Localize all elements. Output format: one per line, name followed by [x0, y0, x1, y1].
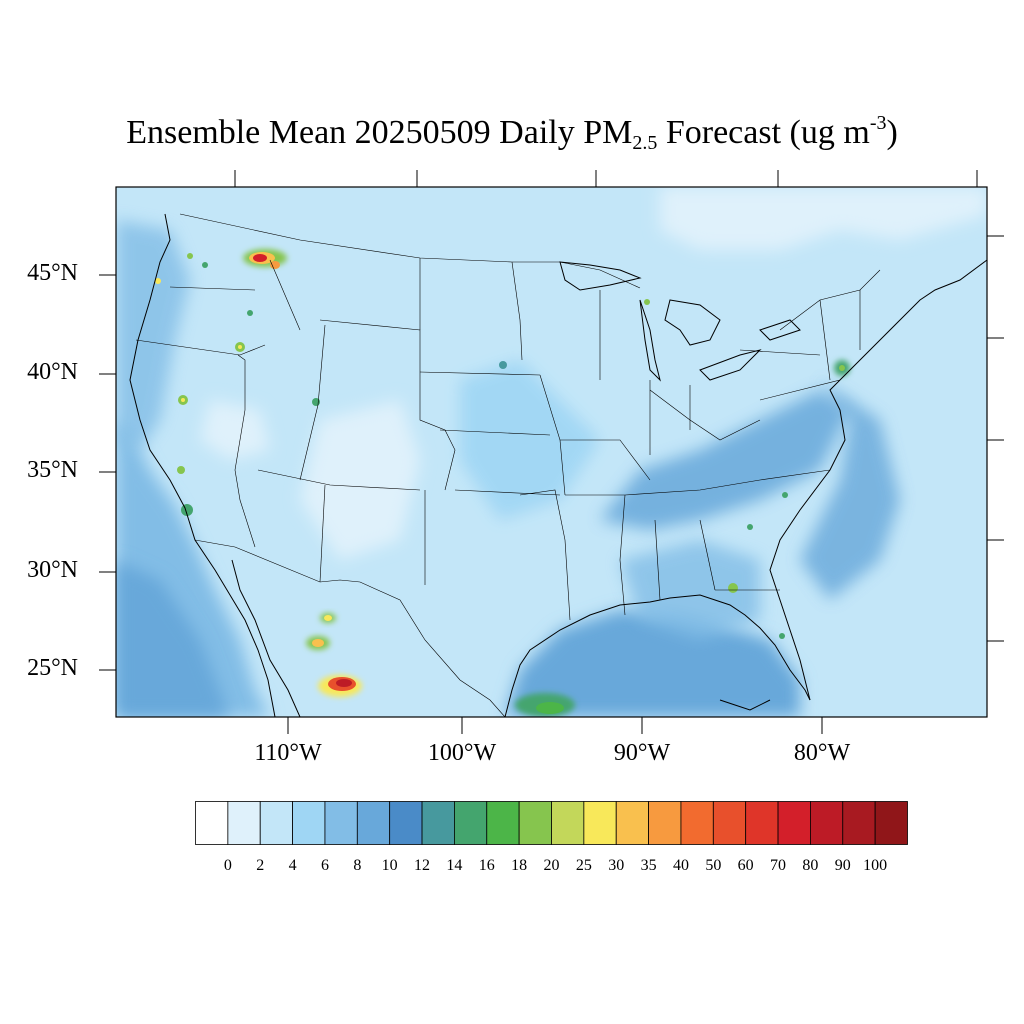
- colorbar-swatch: [389, 801, 423, 845]
- colorbar-swatch: [486, 801, 520, 845]
- lon-label-110w: 110°W: [254, 740, 322, 766]
- west-coast-band: [116, 220, 190, 450]
- hotspot-gulf-coast-green: [515, 693, 575, 717]
- colorbar-swatch: [551, 801, 585, 845]
- colorbar-swatch: [292, 801, 326, 845]
- atlantic-band: [800, 380, 900, 600]
- great-basin-low: [200, 400, 270, 460]
- colorbar-swatch: [356, 801, 391, 845]
- hotspot-new-york: [834, 360, 850, 376]
- colorbar-swatch: [227, 801, 261, 845]
- interior-west-low: [300, 400, 420, 560]
- great-lakes: [559, 261, 801, 382]
- colorbar-swatch: [518, 801, 552, 845]
- lon-label-90w: 90°W: [613, 740, 671, 766]
- hotspot-montana: [243, 249, 287, 269]
- colorbar-swatch: [421, 801, 455, 845]
- hotspot-mexico-3: [320, 613, 336, 623]
- colorbar-label: 12: [414, 857, 431, 874]
- axis-ticks: [99, 170, 1004, 734]
- colorbar-label: 2: [256, 857, 265, 874]
- canada-low-region: [660, 187, 987, 250]
- lon-label-100w: 100°W: [427, 740, 497, 766]
- lon-label-80w: 80°W: [793, 740, 851, 766]
- colorbar: [195, 801, 908, 845]
- colorbar-swatch: [874, 801, 908, 845]
- map-frame: [115, 186, 988, 718]
- hotspot-small-west: [155, 253, 788, 639]
- colorbar-label: 50: [705, 857, 722, 874]
- coastlines: [129, 213, 987, 717]
- colorbar-swatch: [810, 801, 844, 845]
- central-band: [460, 360, 600, 520]
- lat-label-25: 25°N: [27, 655, 78, 681]
- hotspot-mexico-1: [318, 675, 362, 697]
- colorbar-label: 18: [511, 857, 528, 874]
- eastern-band: [600, 390, 850, 530]
- lat-label-40: 40°N: [27, 359, 78, 385]
- hotspot-mexico-2: [306, 636, 330, 650]
- colorbar-swatch: [745, 801, 779, 845]
- map-title: Ensemble Mean 20250509 Daily PM2.5 Forec…: [126, 112, 898, 154]
- colorbar-label: 30: [608, 857, 625, 874]
- colorbar-swatch: [259, 801, 293, 845]
- state-borders: [135, 213, 881, 717]
- colorbar-label: 80: [802, 857, 819, 874]
- colorbar-label: 35: [640, 857, 657, 874]
- colorbar-label: 100: [863, 857, 888, 874]
- colorbar-label: 90: [834, 857, 851, 874]
- colorbar-swatch: [648, 801, 682, 845]
- colorbar-label: 60: [737, 857, 754, 874]
- colorbar-label: 16: [478, 857, 495, 874]
- colorbar-label: 8: [353, 857, 362, 874]
- colorbar-swatch: [777, 801, 811, 845]
- southeast-band: [620, 540, 760, 640]
- colorbar-swatch: [324, 801, 358, 845]
- colorbar-swatch: [583, 801, 617, 845]
- colorbar-label: 10: [381, 857, 398, 874]
- colorbar-swatch: [712, 801, 747, 845]
- colorbar-swatch: [680, 801, 714, 845]
- pacific-ocean-deep: [116, 560, 230, 717]
- colorbar-label: 14: [446, 857, 463, 874]
- colorbar-label: 70: [770, 857, 787, 874]
- colorbar-label: 0: [223, 857, 232, 874]
- gulf-of-mexico: [505, 610, 800, 717]
- colorbar-label: 4: [288, 857, 297, 874]
- lat-label-30: 30°N: [27, 557, 78, 583]
- colorbar-swatch: [615, 801, 649, 845]
- lat-label-45: 45°N: [27, 260, 78, 286]
- colorbar-swatch: [195, 801, 229, 845]
- colorbar-label: 40: [672, 857, 689, 874]
- colorbar-swatch: [842, 801, 876, 845]
- colorbar-label: 20: [543, 857, 560, 874]
- colorbar-label: 25: [575, 857, 592, 874]
- colorbar-label: 6: [320, 857, 329, 874]
- lat-label-35: 35°N: [27, 457, 78, 483]
- colorbar-swatch: [454, 801, 488, 845]
